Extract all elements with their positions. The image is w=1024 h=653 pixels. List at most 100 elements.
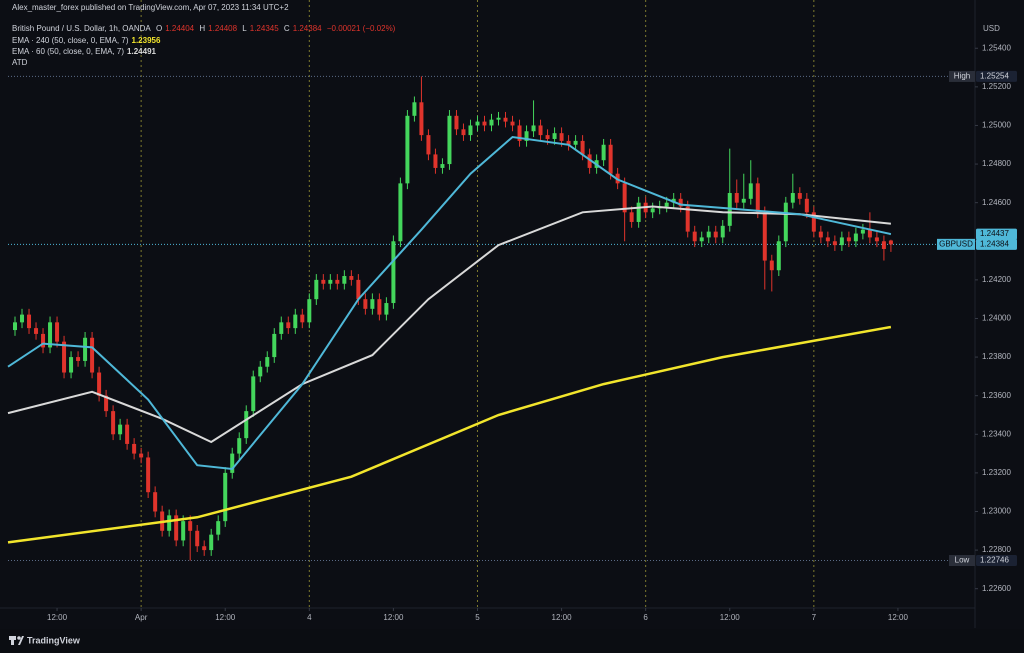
candle-body [146, 457, 151, 493]
candle-body [405, 115, 410, 184]
candle-body [601, 144, 606, 161]
tag-label: High [954, 72, 970, 81]
indicator-value: 1.24491 [127, 47, 156, 56]
footer-bar [0, 629, 1024, 653]
candle-body [90, 337, 95, 373]
candle-body [860, 229, 865, 234]
candle-body [391, 241, 396, 304]
candle-body [748, 183, 753, 199]
candle-body [104, 395, 109, 412]
candle-body [286, 322, 291, 329]
candle-body [69, 357, 74, 373]
candle-body [538, 125, 543, 136]
candle-body [832, 241, 837, 246]
candle-body [230, 453, 235, 473]
y-tick-label: 1.23800 [982, 352, 1011, 361]
candle-body [426, 135, 431, 155]
candle-body [314, 279, 319, 300]
candle-body [202, 546, 207, 551]
y-tick-label: 1.25200 [982, 82, 1011, 91]
candle-body [510, 121, 515, 126]
ohlc-value: 1.24408 [208, 24, 238, 33]
candle-body [258, 366, 263, 377]
candle-body [783, 202, 788, 242]
candle-body [398, 183, 403, 242]
candle-body [48, 322, 53, 348]
x-tick-label: 12:00 [552, 613, 573, 622]
candle-body [804, 198, 809, 213]
candle-body [139, 453, 144, 458]
y-tick-label: 1.23200 [982, 468, 1011, 477]
candle-body [552, 133, 557, 139]
candle-body [153, 492, 158, 512]
x-tick-label: 12:00 [215, 613, 236, 622]
candle-body [55, 322, 60, 342]
candle-body [734, 193, 739, 203]
brand-logo [9, 636, 24, 645]
candle-body [384, 303, 389, 315]
indicator-line [7, 135, 892, 471]
ohlc-key: O [155, 24, 163, 33]
candle-body [111, 411, 116, 435]
candle-body [27, 314, 32, 329]
candle-body [762, 212, 767, 261]
candle-body [251, 376, 256, 412]
candle-body [342, 276, 347, 284]
y-tick-label: 1.23000 [982, 507, 1011, 516]
candle-body [307, 299, 312, 323]
candle-body [349, 276, 354, 280]
candle-body [650, 208, 655, 213]
candle-body [335, 279, 340, 284]
candle-body [755, 183, 760, 213]
candle-body [188, 521, 193, 531]
y-tick-label: 1.24200 [982, 275, 1011, 284]
candle-body [433, 154, 438, 168]
change: −0.00021 (−0.02%) [326, 24, 396, 33]
candle-body [503, 117, 508, 122]
y-tick-label: 1.24600 [982, 198, 1011, 207]
legend-line: EMA · 60 (50, close, 0, EMA, 7) 1.24491 [12, 47, 159, 57]
candle-body [531, 125, 536, 132]
candle-body [790, 193, 795, 203]
candle-body [216, 521, 221, 535]
price-tag-value: 1.24437 [980, 229, 1009, 238]
y-tick-label: 1.23400 [982, 429, 1011, 438]
candle-body [272, 333, 277, 358]
ohlc-value: 1.24404 [165, 24, 195, 33]
candle-body [692, 231, 697, 242]
candle-body [174, 515, 179, 541]
candle-body [356, 279, 361, 300]
candle-body [34, 328, 39, 334]
candle-body [223, 472, 228, 522]
candle-body [132, 443, 137, 454]
x-tick-label: 12:00 [47, 613, 68, 622]
x-tick-label: 5 [475, 613, 480, 622]
candle-body [237, 438, 242, 454]
candle-body [447, 115, 452, 165]
candle-body [321, 279, 326, 284]
legend-line: EMA · 240 (50, close, 0, EMA, 7) 1.23956 [12, 36, 163, 46]
candle-body [580, 140, 585, 155]
price-tag-value: 1.24384 [980, 239, 1009, 248]
ohlc-key: C [283, 24, 290, 33]
candle-body [713, 231, 718, 238]
candle-body [209, 534, 214, 551]
candle-body [587, 154, 592, 168]
candle-body [699, 237, 704, 242]
candle-body [181, 521, 186, 541]
candle-body [62, 341, 67, 373]
candle-body [818, 231, 823, 238]
candle-body [664, 202, 669, 207]
ohlc-value: 1.24345 [249, 24, 279, 33]
indicator-name: EMA · 60 (50, close, 0, EMA, 7) [12, 47, 125, 56]
tag-label: Low [955, 556, 970, 565]
brand-name: TradingView [27, 635, 81, 645]
candle-body [874, 237, 879, 242]
candle-body [265, 357, 270, 367]
tag-label-box [937, 238, 975, 250]
candle-body [300, 314, 305, 323]
candle-body [13, 322, 18, 331]
x-tick-label: 12:00 [720, 613, 741, 622]
x-tick-label: Apr [135, 613, 148, 622]
